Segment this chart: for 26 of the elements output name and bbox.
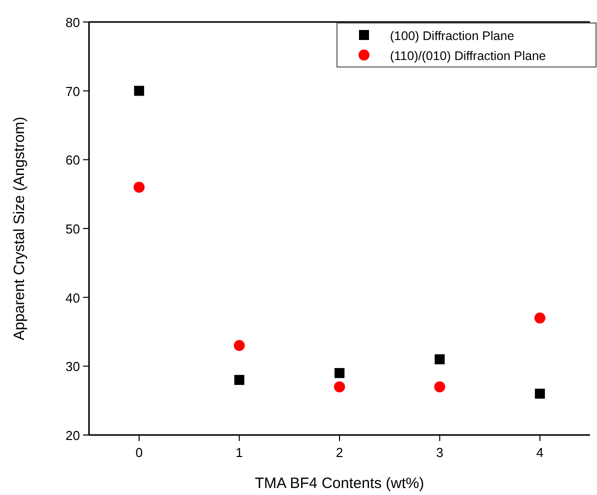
- point: [334, 368, 344, 378]
- point: [134, 86, 144, 96]
- x-tick-label: 1: [236, 445, 243, 460]
- point: [134, 182, 145, 193]
- point: [534, 388, 545, 399]
- y-tick-label: 60: [66, 152, 80, 168]
- y-tick-label: 50: [66, 222, 80, 236]
- y-tick-label: 40: [66, 290, 80, 306]
- legend-label: (100) Diffraction Plane: [390, 29, 514, 43]
- point: [434, 354, 445, 364]
- point: [334, 381, 345, 392]
- y-axis-title: Apparent Crystal Size (Angstrom): [11, 116, 28, 340]
- x-tick-label: 0: [135, 445, 143, 460]
- y-tick-label: 70: [66, 84, 80, 99]
- y-tick-label: 20: [66, 428, 80, 443]
- x-tick-label: 3: [436, 445, 444, 460]
- y-tick-label: 30: [66, 359, 80, 374]
- point: [534, 312, 546, 324]
- point: [234, 340, 245, 352]
- point: [434, 381, 446, 392]
- x-axis-title: TMA BF4 Contents (wt%): [254, 475, 424, 492]
- point: [234, 374, 244, 385]
- x-tick-label: 4: [536, 445, 544, 460]
- x-tick-label: 2: [336, 445, 344, 460]
- legend-label: (110)/(010) Diffraction Plane: [390, 49, 546, 63]
- y-tick-label: 80: [66, 15, 80, 30]
